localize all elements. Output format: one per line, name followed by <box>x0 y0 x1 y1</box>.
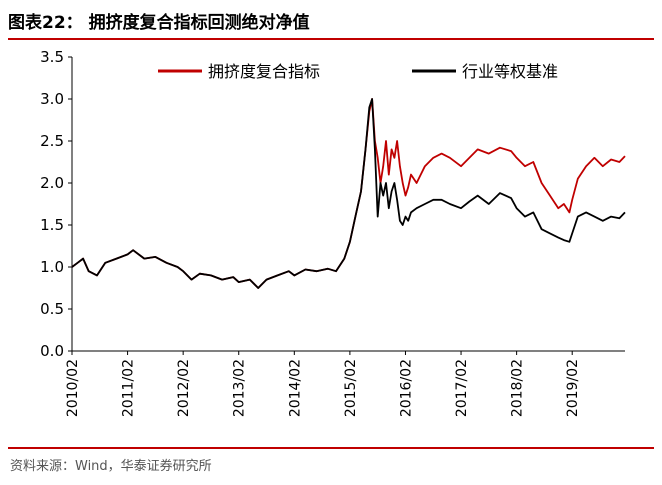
series-line-crowding-composite <box>71 98 626 289</box>
x-tick-label: 2017/02 <box>454 359 470 417</box>
figure-header: 图表22： 拥挤度复合指标回测绝对净值 <box>8 8 654 38</box>
y-tick-label: 3.5 <box>40 48 64 66</box>
x-tick-label: 2014/02 <box>287 359 303 417</box>
y-tick-label: 2.0 <box>40 174 64 192</box>
footer-divider <box>8 447 654 449</box>
y-tick-label: 1.0 <box>40 258 64 276</box>
figure-title: 图表22： 拥挤度复合指标回测绝对净值 <box>8 13 310 33</box>
y-tick-label: 2.5 <box>40 132 64 150</box>
x-tick-label: 2010/02 <box>65 359 81 417</box>
y-tick-label: 3.0 <box>40 90 64 108</box>
x-tick-label: 2011/02 <box>121 359 137 417</box>
x-tick-label: 2018/02 <box>510 359 526 417</box>
legend-label-crowding-composite: 拥挤度复合指标 <box>208 62 320 81</box>
line-chart: 0.0 0.5 1.0 1.5 2.0 2.5 3.0 3.5 2010/02 2011/02 20… <box>40 48 626 417</box>
legend-label-industry-equal-weight: 行业等权基准 <box>462 62 558 81</box>
y-tick-label: 1.5 <box>40 216 64 234</box>
x-tick-label: 2019/02 <box>565 359 581 417</box>
source-note: 资料来源：Wind，华泰证券研究所 <box>10 459 212 474</box>
x-tick-label: 2015/02 <box>343 359 359 417</box>
x-tick-label: 2012/02 <box>176 359 192 417</box>
y-tick-label: 0.5 <box>40 300 64 318</box>
y-tick-label: 0.0 <box>40 342 64 360</box>
x-tick-label: 2016/02 <box>398 359 414 417</box>
chart-container: 0.0 0.5 1.0 1.5 2.0 2.5 3.0 3.5 2010/02 2011/02 20… <box>0 40 662 445</box>
series-line-industry-equal-weight <box>71 98 626 289</box>
x-tick-label: 2013/02 <box>232 359 248 417</box>
header-divider <box>8 38 654 40</box>
